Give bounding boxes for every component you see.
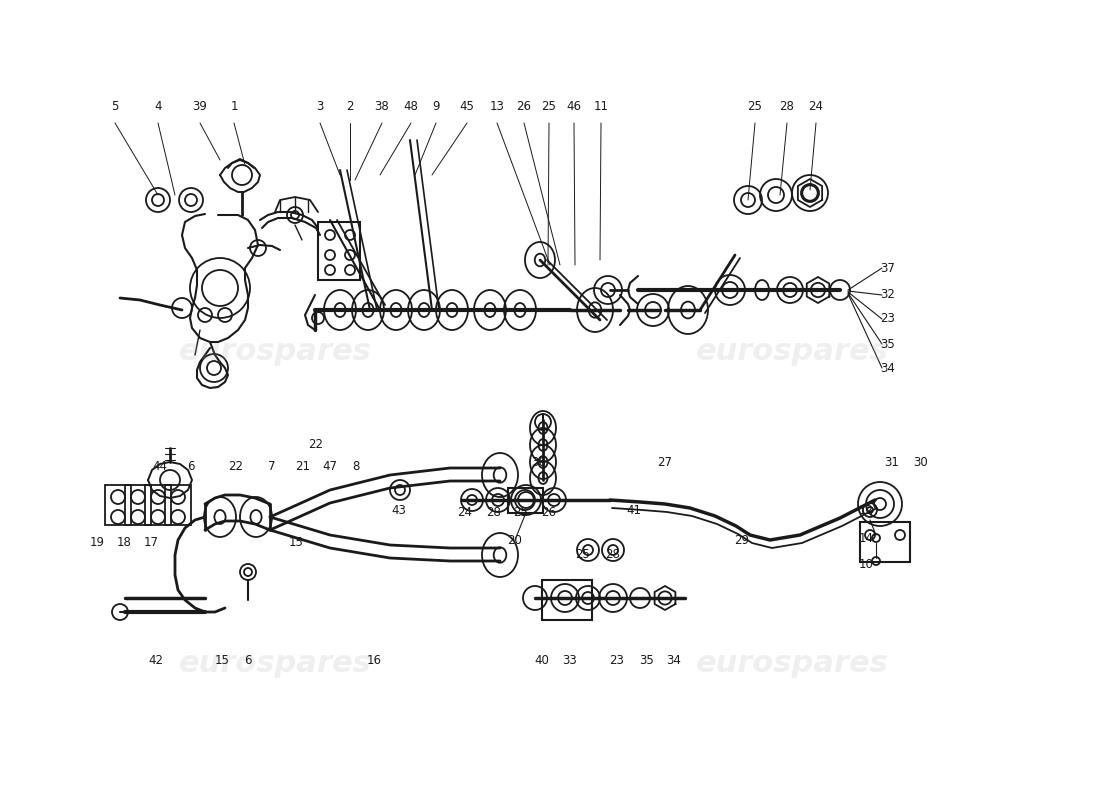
Text: 24: 24	[808, 101, 824, 114]
Text: 19: 19	[89, 535, 104, 549]
Text: 25: 25	[541, 101, 557, 114]
Text: 26: 26	[541, 506, 557, 518]
Text: 35: 35	[639, 654, 654, 666]
Text: 20: 20	[507, 534, 522, 546]
Bar	[860, 522, 910, 562]
Text: 15: 15	[288, 535, 304, 549]
Text: 3: 3	[317, 101, 323, 114]
Bar	[318, 222, 360, 280]
Text: 48: 48	[404, 101, 418, 114]
Text: 34: 34	[667, 654, 681, 666]
Text: 40: 40	[535, 654, 549, 666]
Text: 43: 43	[392, 503, 406, 517]
Bar	[542, 580, 592, 620]
Text: 6: 6	[187, 459, 195, 473]
Text: 31: 31	[884, 455, 900, 469]
Text: 29: 29	[735, 534, 749, 546]
Text: 30: 30	[914, 455, 928, 469]
Text: 24: 24	[458, 506, 473, 518]
Text: 44: 44	[153, 459, 167, 473]
Text: 8: 8	[352, 459, 360, 473]
Text: 36: 36	[531, 455, 547, 469]
Text: eurospares: eurospares	[695, 650, 889, 678]
Text: 11: 11	[594, 101, 608, 114]
Text: 37: 37	[881, 262, 895, 274]
Text: 25: 25	[748, 101, 762, 114]
Text: eurospares: eurospares	[178, 650, 372, 678]
Text: 5: 5	[111, 101, 119, 114]
Text: 27: 27	[658, 455, 672, 469]
Text: 26: 26	[517, 101, 531, 114]
Text: 28: 28	[606, 549, 620, 562]
Bar	[104, 485, 131, 525]
Text: 9: 9	[432, 101, 440, 114]
Text: 12: 12	[858, 503, 873, 517]
Text: 39: 39	[192, 101, 208, 114]
Text: 23: 23	[881, 313, 895, 326]
Text: 6: 6	[244, 654, 252, 666]
Text: 25: 25	[514, 506, 528, 518]
Text: 28: 28	[780, 101, 794, 114]
Text: eurospares: eurospares	[695, 338, 889, 366]
Text: 33: 33	[562, 654, 578, 666]
Text: 18: 18	[117, 535, 131, 549]
Text: 32: 32	[881, 289, 895, 302]
Text: 35: 35	[881, 338, 895, 350]
Text: 17: 17	[143, 535, 158, 549]
Text: 21: 21	[296, 459, 310, 473]
Text: 34: 34	[881, 362, 895, 374]
Text: 46: 46	[566, 101, 582, 114]
Text: 13: 13	[490, 101, 505, 114]
Text: 23: 23	[609, 654, 625, 666]
Text: 42: 42	[148, 654, 164, 666]
Bar	[125, 485, 151, 525]
Text: 15: 15	[214, 654, 230, 666]
Text: 4: 4	[154, 101, 162, 114]
Bar	[165, 485, 191, 525]
Text: eurospares: eurospares	[178, 338, 372, 366]
Bar	[508, 488, 543, 513]
Text: 45: 45	[460, 101, 474, 114]
Text: 38: 38	[375, 101, 389, 114]
Text: 41: 41	[627, 503, 641, 517]
Text: 1: 1	[230, 101, 238, 114]
Text: 7: 7	[268, 459, 276, 473]
Text: 28: 28	[486, 506, 502, 518]
Text: 47: 47	[322, 459, 338, 473]
Text: 10: 10	[859, 558, 873, 571]
Text: 22: 22	[229, 459, 243, 473]
Text: 25: 25	[575, 549, 591, 562]
Text: 16: 16	[366, 654, 382, 666]
Text: 14: 14	[858, 531, 873, 545]
Bar	[145, 485, 170, 525]
Text: 2: 2	[346, 101, 354, 114]
Text: 22: 22	[308, 438, 323, 451]
